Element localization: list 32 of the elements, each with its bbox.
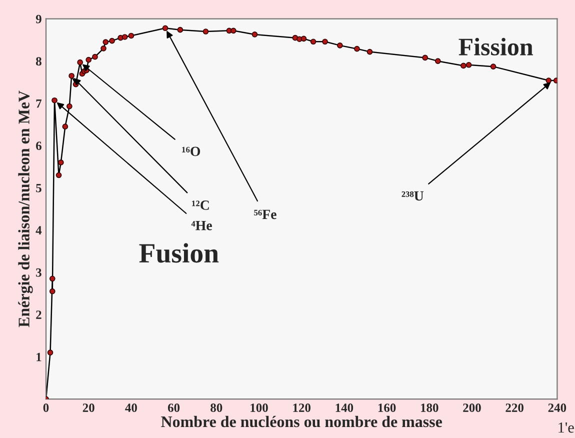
y-tick-label: 3 [36,268,42,277]
y-tick-label: 6 [36,142,42,150]
text: 1'e [558,422,574,433]
annotation: ⁴He [191,220,212,230]
x-tick-label: 160 [378,404,396,412]
x-tick-label: 180 [421,404,438,412]
x-tick-label: 40 [125,404,137,412]
x-tick-label: 120 [293,404,310,412]
annotation: ²³⁸U [402,191,424,201]
x-tick-label: 0 [43,404,49,412]
y-tick-label: 9 [36,14,42,24]
x-tick-label: 240 [548,404,566,412]
annotation: ¹⁶O [182,146,200,156]
annotation: ¹²C [192,200,209,210]
annotation: ⁵⁶Fe [254,210,276,220]
annotation: Fission [458,38,533,56]
y-tick-label: 1 [36,352,42,362]
x-axis-title: Nombre de nucléons ou nombre de masse [161,416,442,428]
y-tick-label: 5 [36,184,42,192]
y-tick-label: 4 [36,226,42,234]
x-tick-label: 200 [463,404,481,412]
x-tick-label: 60 [168,404,180,412]
y-tick-label: 8 [36,57,42,66]
y-tick-label: 2 [36,310,42,319]
annotation: Fusion [139,243,219,263]
x-tick-label: 80 [210,404,222,412]
x-tick-label: 100 [250,404,268,412]
x-tick-label: 140 [336,404,354,412]
x-tick-label: 20 [82,404,94,412]
y-tick-label: 7 [36,99,42,108]
x-tick-label: 220 [506,404,524,412]
y-axis-title: Enérgie de liaison/nucleon en MeV [18,90,33,328]
